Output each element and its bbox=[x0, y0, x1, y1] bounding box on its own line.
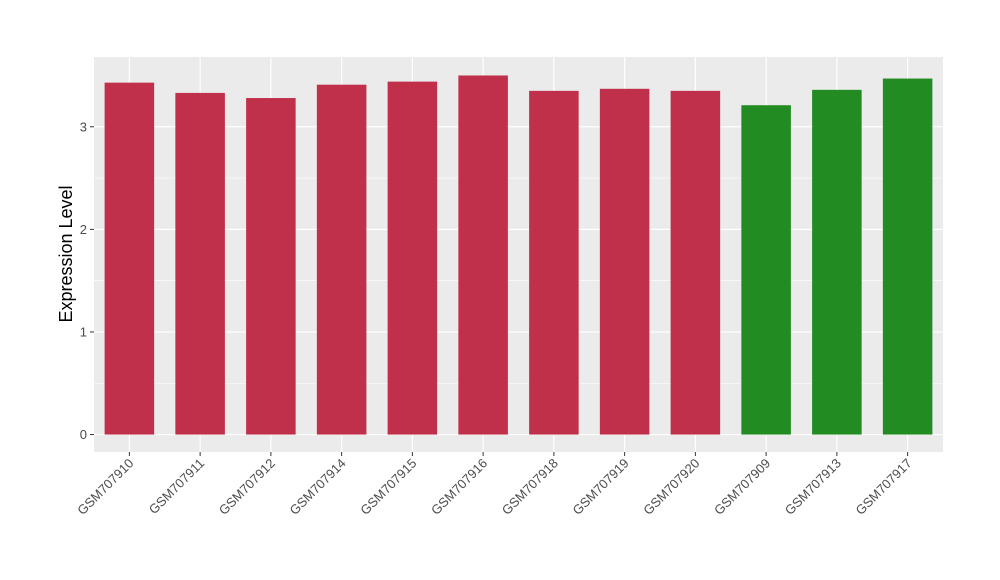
bar-gsm707910 bbox=[104, 82, 155, 435]
bar-gsm707912 bbox=[246, 98, 296, 435]
x-tick-label: GSM707920 bbox=[640, 456, 702, 518]
x-tick-label: GSM707913 bbox=[782, 456, 844, 518]
y-tick-label: 1 bbox=[80, 324, 87, 339]
x-tick-label: GSM707909 bbox=[711, 456, 773, 518]
minor-gridlines bbox=[94, 177, 943, 384]
bar-gsm707913 bbox=[812, 89, 862, 435]
x-tick-label: GSM707911 bbox=[146, 456, 208, 518]
bar-gsm707919 bbox=[599, 88, 650, 435]
bar-gsm707911 bbox=[175, 92, 225, 435]
y-tick-label: 0 bbox=[80, 427, 87, 442]
bars bbox=[104, 75, 933, 435]
y-tick-label: 2 bbox=[80, 222, 87, 237]
x-tick-label: GSM707917 bbox=[853, 456, 915, 518]
x-tick-label: GSM707910 bbox=[74, 456, 136, 518]
y-axis-title: Expression Level bbox=[56, 185, 76, 322]
bar-gsm707918 bbox=[529, 90, 579, 435]
y-axis: 0 1 2 3 bbox=[80, 119, 94, 442]
bar-gsm707914 bbox=[316, 84, 367, 435]
bar-gsm707909 bbox=[741, 105, 791, 435]
x-tick-label: GSM707919 bbox=[570, 456, 632, 518]
x-tick-label: GSM707915 bbox=[357, 456, 419, 518]
plot-panel bbox=[94, 57, 943, 452]
x-axis: GSM707910 GSM707911 GSM707912 GSM707914 GSM7… bbox=[74, 452, 915, 518]
x-tick-label: GSM707918 bbox=[499, 456, 561, 518]
y-tick-label: 3 bbox=[80, 119, 87, 134]
x-tick-label: GSM707912 bbox=[216, 456, 278, 518]
bar-gsm707920 bbox=[670, 90, 721, 435]
x-tick-label: GSM707916 bbox=[428, 456, 490, 518]
bar-gsm707917 bbox=[882, 78, 933, 435]
bar-gsm707915 bbox=[387, 81, 438, 435]
bar-gsm707916 bbox=[458, 75, 508, 435]
x-tick-label: GSM707914 bbox=[287, 456, 349, 518]
